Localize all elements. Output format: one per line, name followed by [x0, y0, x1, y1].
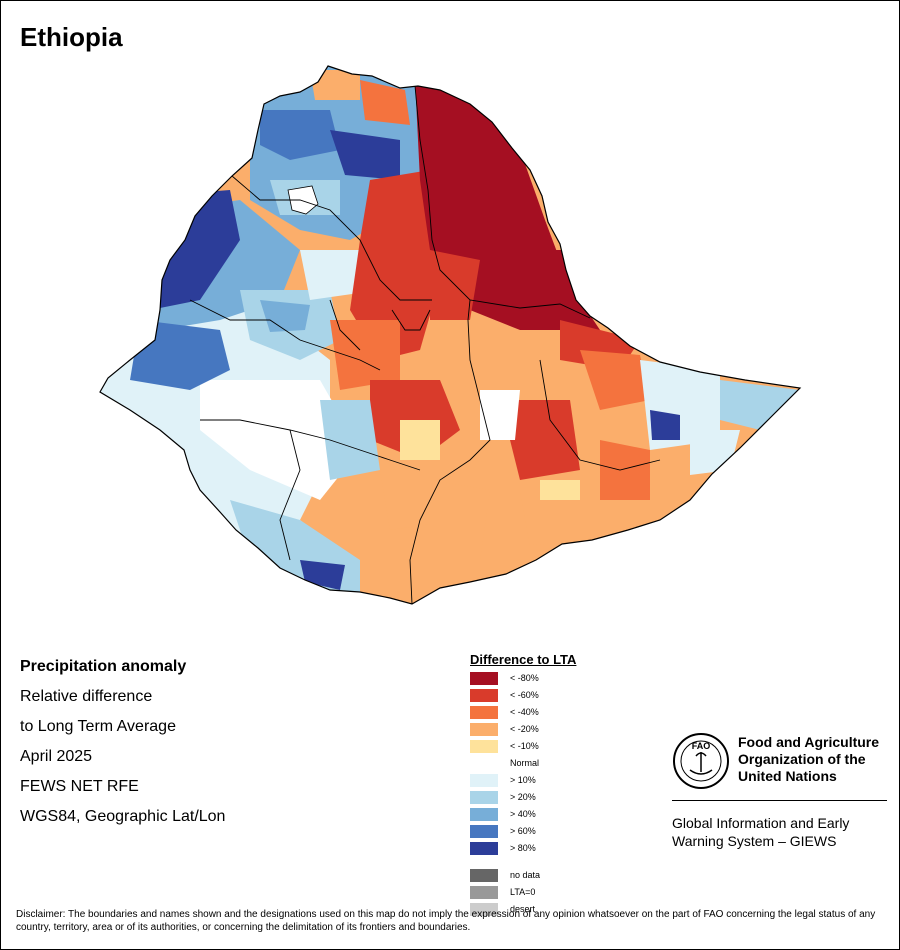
legend-label: LTA=0 [510, 887, 536, 897]
legend-swatch [470, 723, 498, 736]
legend-label: > 80% [510, 843, 536, 853]
legend-label: < -10% [510, 741, 539, 751]
legend-swatch [470, 869, 498, 882]
legend-label: < -40% [510, 707, 539, 717]
legend-label: desert [510, 904, 536, 914]
legend-label: > 60% [510, 826, 536, 836]
legend-swatch [470, 706, 498, 719]
fao-logo-text: FAO [692, 741, 711, 751]
fao-name-line2: Organization of the [738, 751, 866, 767]
info-line2: to Long Term Average [20, 718, 176, 735]
legend-swatch [470, 886, 498, 899]
giews-line2: Warning System – GIEWS [672, 833, 837, 849]
info-projection: WGS84, Geographic Lat/Lon [20, 808, 226, 825]
info-period: April 2025 [20, 748, 93, 765]
legend-swatch [470, 825, 498, 838]
giews-line1: Global Information and Early [672, 815, 850, 831]
disclaimer-text: Disclaimer: The boundaries and names sho… [16, 909, 876, 933]
legend-swatch [470, 689, 498, 702]
info-line1: Relative difference [20, 688, 153, 705]
legend-swatch [470, 757, 498, 770]
legend-swatch [470, 791, 498, 804]
legend-swatch [470, 903, 498, 916]
fao-divider [672, 800, 887, 801]
legend-label: no data [510, 870, 541, 880]
info-heading: Precipitation anomaly [20, 658, 187, 675]
legend-label: > 20% [510, 792, 536, 802]
legend-label: < -80% [510, 673, 539, 683]
fao-name-line1: Food and Agriculture [738, 734, 880, 750]
legend-label: > 10% [510, 775, 536, 785]
legend-label: < -60% [510, 690, 539, 700]
legend-swatch [470, 842, 498, 855]
fao-name-line3: United Nations [738, 768, 837, 784]
fao-organization-name: Food and Agriculture Organization of the… [738, 734, 879, 785]
legend-title: Difference to LTA [470, 652, 577, 667]
map-title: Ethiopia [20, 22, 123, 52]
legend-label: Normal [510, 758, 540, 768]
legend-swatch [470, 774, 498, 787]
giews-name: Global Information and Early Warning Sys… [672, 814, 849, 850]
anomaly-map [99, 65, 801, 605]
legend-swatch [470, 672, 498, 685]
legend-label: < -20% [510, 724, 539, 734]
legend-swatch [470, 808, 498, 821]
map-info: Precipitation anomaly Relative differenc… [20, 656, 225, 836]
fao-logo-icon: FAO [673, 733, 729, 789]
legend-label: > 40% [510, 809, 536, 819]
info-source: FEWS NET RFE [20, 778, 139, 795]
legend-swatch [470, 740, 498, 753]
